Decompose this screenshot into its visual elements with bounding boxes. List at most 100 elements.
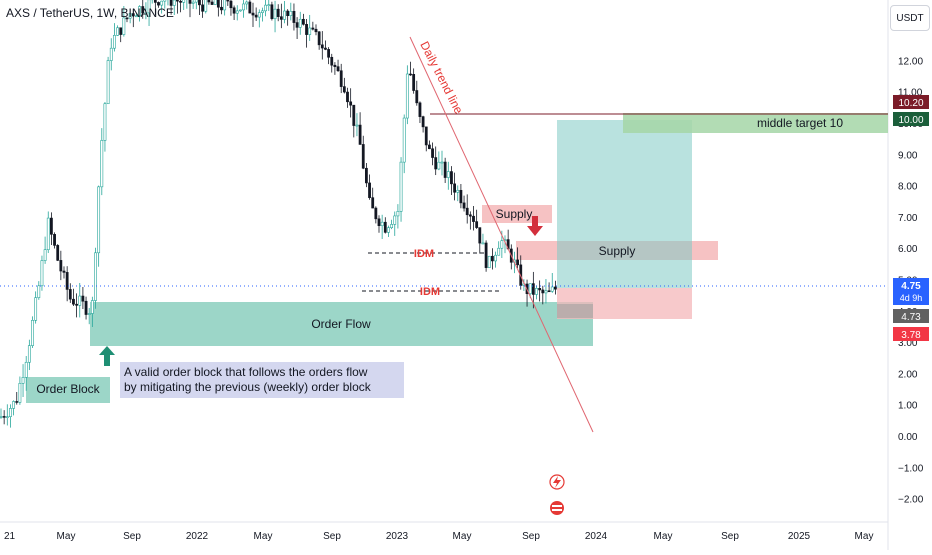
candle-body [59, 260, 63, 272]
candle-body [324, 47, 327, 50]
candle-body [78, 295, 82, 306]
badge-4-73: 4.73 [893, 309, 929, 323]
candle-body [336, 66, 340, 72]
candle-body [270, 4, 274, 19]
candle-body [257, 12, 261, 18]
order-flow-zone [90, 302, 593, 346]
candle-body [387, 227, 390, 233]
candle-body [267, 4, 271, 7]
y-tick-label: 8.00 [898, 182, 918, 193]
candle-body [421, 116, 425, 128]
candle-body [450, 171, 453, 185]
candle-body [65, 272, 69, 290]
candle-body [226, 0, 230, 2]
candle-body [135, 15, 138, 18]
candle-body [355, 124, 359, 127]
x-tick-label: Sep [721, 531, 739, 542]
candle-body [97, 186, 101, 254]
candle-body [405, 73, 409, 119]
candle-body [131, 13, 135, 17]
candle-body [122, 17, 126, 35]
candle-body [204, 0, 208, 12]
y-tick-label: 12.00 [898, 56, 923, 67]
candle-body [412, 74, 416, 91]
x-tick-label: May [57, 531, 76, 542]
candle-body [314, 28, 318, 33]
candle-body [157, 2, 160, 6]
candle-body [141, 6, 145, 14]
idm-label-1: IDM [414, 248, 434, 260]
candle-body [286, 10, 290, 17]
candle-body [305, 24, 308, 35]
candle-body [49, 217, 53, 235]
candle-body [320, 44, 324, 49]
candle-body [37, 285, 41, 298]
note-line-1: A valid order block that follows the ord… [124, 365, 368, 379]
candle-body [201, 4, 205, 12]
candle-body [188, 0, 192, 4]
badge-10-00: 10.00 [893, 112, 929, 126]
candle-body [535, 288, 538, 295]
arrow-down-icon [527, 216, 543, 236]
candle-body [311, 27, 315, 30]
candle-body [333, 64, 337, 67]
candle-body [380, 221, 384, 227]
candle-body [216, 0, 220, 8]
candle-body [194, 0, 198, 3]
candle-body [273, 8, 277, 19]
y-tick-label: 6.00 [898, 244, 918, 255]
candle-body [191, 1, 195, 4]
candle-body [84, 300, 88, 315]
x-tick-label: Sep [522, 531, 540, 542]
y-tick-label: 9.00 [898, 150, 918, 161]
candle-body [494, 254, 497, 262]
candle-body [242, 3, 245, 11]
candle-body [34, 297, 38, 321]
candle-body [459, 189, 463, 204]
candle-body [475, 221, 479, 228]
x-tick-label: 2022 [186, 531, 209, 542]
candle-body [276, 8, 280, 17]
candle-body [396, 211, 400, 217]
candle-body [27, 345, 31, 363]
candle-body [106, 60, 110, 105]
y-tick-label: 0.00 [898, 432, 918, 443]
candle-body [393, 215, 397, 225]
candle-body [232, 7, 236, 14]
candle-body [346, 91, 349, 103]
candle-body [339, 70, 343, 87]
candle-body [330, 56, 334, 66]
candle-body [352, 104, 356, 126]
x-tick-label: 2025 [788, 531, 811, 542]
candle-body [15, 401, 19, 403]
candle-body [169, 0, 173, 6]
candle-body [210, 1, 214, 5]
candle-body [289, 10, 293, 17]
badge-3-78: 3.78 [893, 327, 929, 341]
candle-body [62, 270, 66, 273]
svg-text:4d 9h: 4d 9h [900, 293, 923, 303]
candle-body [179, 0, 182, 3]
currency-button[interactable]: USDT [890, 5, 930, 31]
candle-body [113, 35, 116, 49]
candle-body [9, 408, 12, 417]
candle-body [5, 416, 9, 418]
symbol-header: AXS / TetherUS, 1W, BINANCE [6, 6, 174, 20]
candle-body [484, 242, 488, 268]
candle-body [377, 218, 381, 227]
supply-label-1: Supply [496, 207, 533, 221]
candle-body [81, 295, 85, 302]
candle-body [24, 361, 28, 378]
candle-body [128, 13, 132, 19]
candle-body [40, 260, 44, 287]
y-tick-label: 2.00 [898, 369, 918, 380]
candle-body [292, 10, 296, 23]
candle-body [437, 161, 441, 170]
candle-body [283, 10, 286, 20]
candle-body [342, 86, 346, 93]
candle-body [481, 242, 485, 245]
candle-body [418, 102, 422, 117]
candle-body [550, 286, 554, 292]
